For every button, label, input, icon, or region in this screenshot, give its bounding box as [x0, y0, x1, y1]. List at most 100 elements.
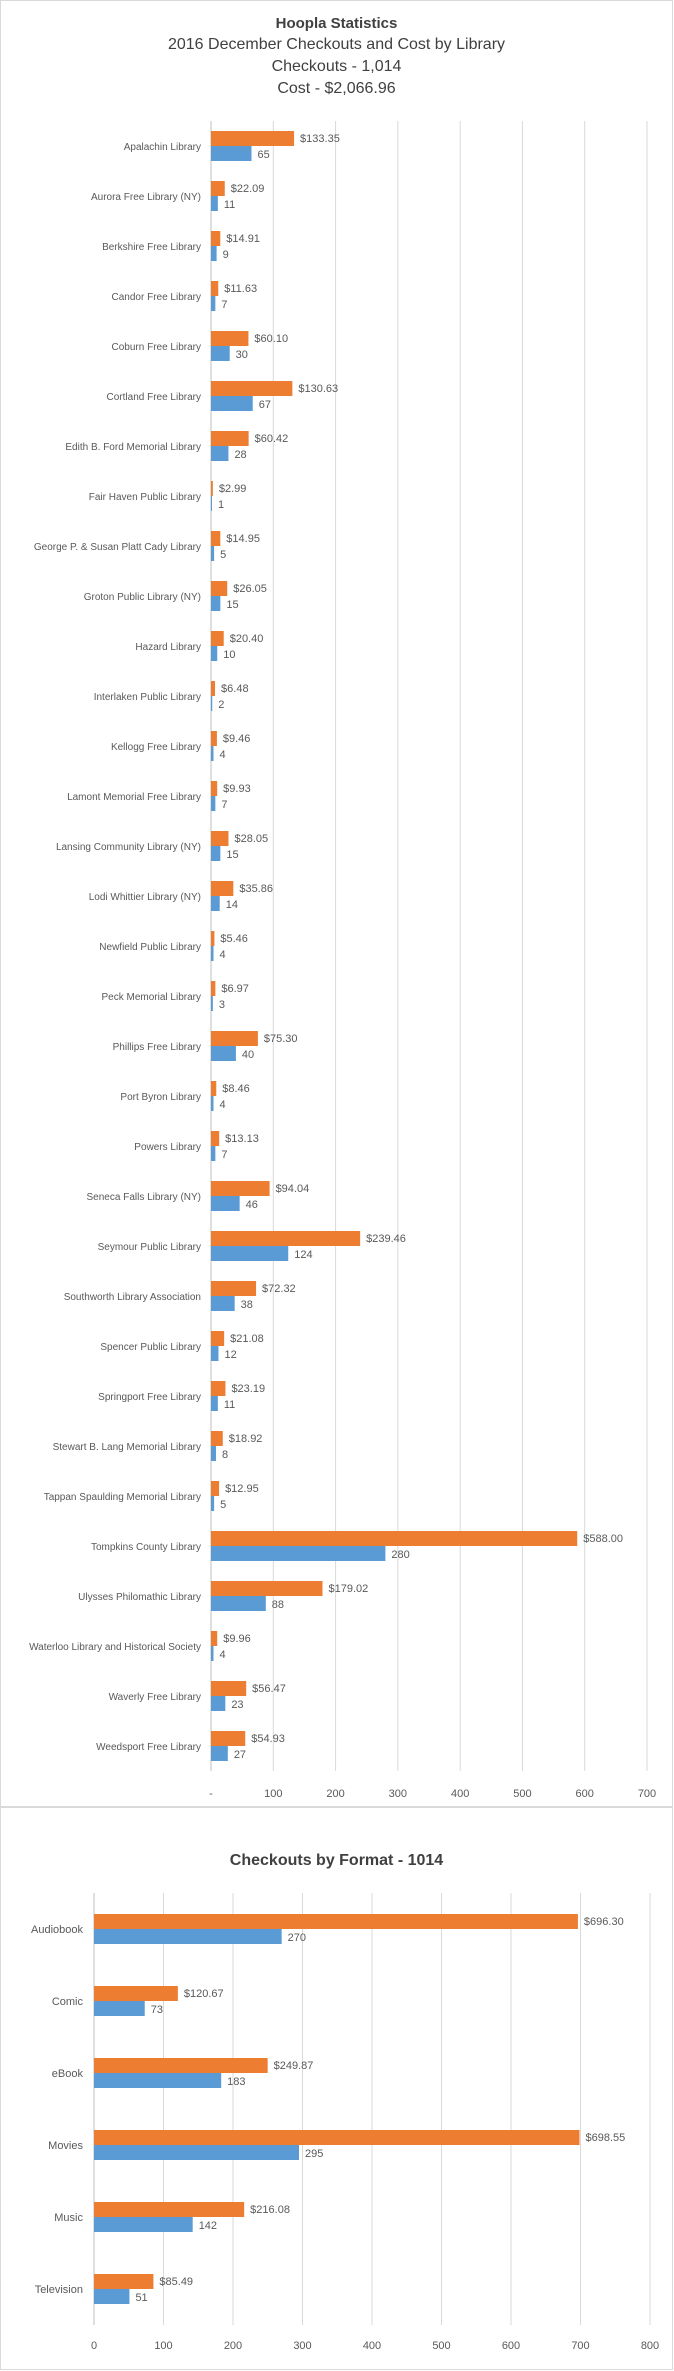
checkouts-data-label: 28 — [234, 449, 246, 461]
category-label: Lamont Memorial Free Library — [67, 792, 201, 803]
category-label: Powers Library — [134, 1142, 201, 1153]
chart-subtitle-3: Cost - $2,066.96 — [277, 80, 396, 97]
cost-bar — [211, 731, 217, 746]
checkouts-bar — [94, 2145, 300, 2160]
cost-data-label: $23.19 — [231, 1383, 265, 1395]
cost-data-label: $5.46 — [220, 933, 248, 945]
checkouts-data-label: 1 — [218, 499, 224, 511]
cost-data-label: $120.67 — [184, 1988, 224, 2000]
checkouts-data-label: 7 — [221, 799, 227, 811]
cost-data-label: $18.92 — [229, 1433, 263, 1445]
category-label: Kellogg Free Library — [111, 742, 201, 753]
category-label: Seymour Public Library — [98, 1242, 201, 1253]
checkouts-bar — [211, 996, 213, 1011]
checkouts-bar — [211, 1446, 216, 1461]
cost-bar — [211, 1331, 225, 1346]
cost-bar — [211, 481, 213, 496]
cost-bar — [211, 1531, 578, 1546]
cost-data-label: $54.93 — [251, 1733, 285, 1745]
cost-data-label: $11.63 — [224, 283, 257, 295]
cost-data-label: $216.08 — [250, 2204, 290, 2216]
category-label: Music — [54, 2212, 83, 2224]
x-tick-label: 400 — [451, 1788, 469, 1800]
cost-data-label: $9.93 — [223, 783, 251, 795]
chart-subtitle-2: Checkouts - 1,014 — [271, 58, 402, 75]
category-label: Coburn Free Library — [112, 342, 201, 353]
checkouts-data-label: 27 — [234, 1749, 246, 1761]
category-label: Waterloo Library and Historical Society — [29, 1642, 201, 1653]
cost-data-label: $28.05 — [234, 833, 268, 845]
x-tick-label: 600 — [576, 1788, 594, 1800]
checkouts-bar — [211, 296, 216, 311]
checkouts-data-label: 14 — [226, 899, 238, 911]
checkouts-data-label: 270 — [288, 1932, 306, 1944]
category-label: Seneca Falls Library (NY) — [87, 1192, 201, 1203]
cost-data-label: $14.95 — [226, 533, 260, 545]
cost-data-label: $20.40 — [230, 633, 264, 645]
x-tick-label: 500 — [513, 1788, 531, 1800]
category-label: Newfield Public Library — [99, 942, 201, 953]
category-label: Springport Free Library — [98, 1392, 201, 1403]
cost-bar — [211, 1381, 226, 1396]
checkouts-data-label: 46 — [246, 1199, 258, 1211]
cost-bar — [211, 1481, 220, 1496]
cost-bar — [211, 981, 216, 996]
cost-data-label: $56.47 — [252, 1683, 286, 1695]
category-label: Southworth Library Association — [64, 1292, 201, 1303]
cost-data-label: $60.42 — [255, 433, 289, 445]
category-label: Television — [35, 2284, 83, 2296]
category-label: Phillips Free Library — [113, 1042, 201, 1053]
format-chart-plot: 0 100 200 300 400 500 600 700 800 Audiobook $696.3… — [31, 1893, 659, 2352]
cost-bar — [211, 1581, 323, 1596]
cost-bar — [211, 1031, 258, 1046]
cost-data-label: $72.32 — [262, 1283, 296, 1295]
cost-data-label: $249.87 — [274, 2060, 314, 2072]
checkouts-data-label: 7 — [221, 1149, 227, 1161]
checkouts-data-label: 88 — [272, 1599, 284, 1611]
checkouts-bar — [211, 246, 217, 261]
cost-bar — [211, 931, 215, 946]
x-tick-label: 100 — [264, 1788, 282, 1800]
checkouts-data-label: 23 — [231, 1699, 243, 1711]
checkouts-bar — [211, 1196, 240, 1211]
library-chart: Hoopla Statistics 2016 December Checkout… — [0, 0, 673, 1807]
checkouts-data-label: 40 — [242, 1049, 254, 1061]
cost-bar — [211, 581, 228, 596]
checkouts-bar — [211, 1046, 236, 1061]
x-tick-label: 200 — [326, 1788, 344, 1800]
cost-data-label: $35.86 — [239, 883, 273, 895]
x-tick-label: 300 — [389, 1788, 407, 1800]
checkouts-data-label: 142 — [199, 2220, 217, 2232]
cost-bar — [94, 1986, 178, 2001]
cost-bar — [211, 531, 221, 546]
checkouts-data-label: 30 — [236, 349, 248, 361]
cost-data-label: $22.09 — [231, 183, 265, 195]
checkouts-bar — [94, 2001, 145, 2016]
checkouts-data-label: 3 — [219, 999, 225, 1011]
checkouts-bar — [211, 1646, 214, 1661]
cost-data-label: $13.13 — [225, 1133, 259, 1145]
cost-data-label: $696.30 — [584, 1916, 624, 1928]
cost-bar — [211, 1131, 220, 1146]
cost-bar — [211, 681, 216, 696]
category-label: Cortland Free Library — [107, 392, 201, 403]
checkouts-bar — [211, 746, 214, 761]
checkouts-bar — [211, 1496, 215, 1511]
category-label: Tompkins County Library — [91, 1542, 201, 1553]
checkouts-bar — [211, 596, 221, 611]
format-chart-titles: Checkouts by Format - 1014 — [1, 1850, 672, 1871]
x-tick-label: 0 — [91, 2340, 97, 2352]
category-label: Tappan Spaulding Memorial Library — [44, 1492, 201, 1503]
checkouts-data-label: 4 — [219, 749, 225, 761]
checkouts-bar — [211, 1296, 235, 1311]
cost-data-label: $14.91 — [226, 233, 260, 245]
cost-data-label: $179.02 — [329, 1583, 369, 1595]
cost-bar — [211, 181, 225, 196]
checkouts-data-label: 12 — [224, 1349, 236, 1361]
checkouts-data-label: 73 — [151, 2004, 163, 2016]
category-label: Stewart B. Lang Memorial Library — [53, 1442, 201, 1453]
cost-bar — [211, 231, 221, 246]
checkouts-data-label: 4 — [219, 1099, 225, 1111]
checkouts-data-label: 51 — [135, 2292, 147, 2304]
cost-bar — [211, 331, 249, 346]
